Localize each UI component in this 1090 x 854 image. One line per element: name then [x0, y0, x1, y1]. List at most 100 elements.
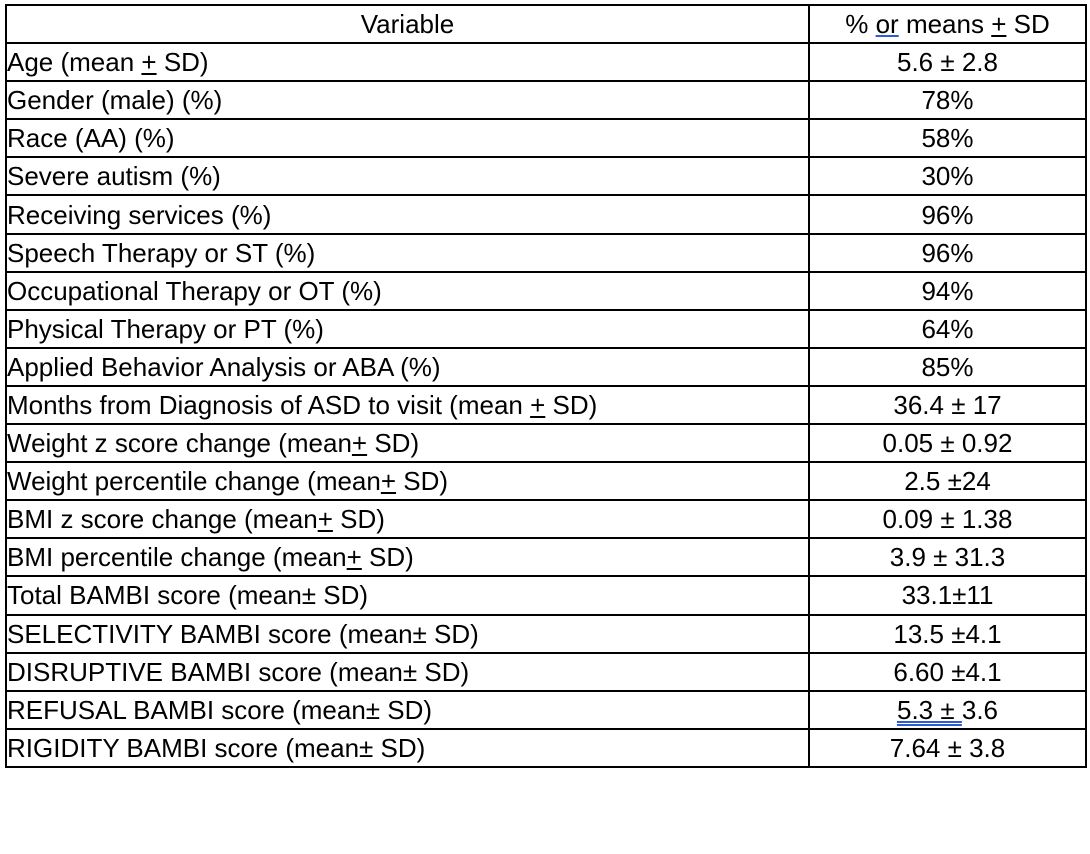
value-text: 94%: [921, 275, 974, 306]
variable-label-text: Total BAMBI score (mean± SD): [7, 580, 369, 611]
value-text: 3.9 ± 31.3: [889, 542, 1006, 573]
variable-label-text: DISRUPTIVE BAMBI score (mean± SD): [7, 656, 470, 687]
plus-minus-symbol: +: [141, 47, 157, 78]
value-text: 5.6 ± 2.8: [896, 47, 998, 78]
table-row: Severe autism (%) 30%: [5, 156, 1087, 197]
variable-cell: Applied Behavior Analysis or ABA (%): [5, 346, 810, 387]
table-row: Weight z score change (mean+ SD) 0.05 ± 0…: [5, 423, 1087, 464]
value-header-middle: means: [898, 9, 992, 40]
value-cell: 96%: [808, 232, 1087, 273]
table-row: SELECTIVITY BAMBI score (mean± SD) 13.5 ±…: [5, 613, 1087, 654]
value-cell: 7.64 ± 3.8: [808, 727, 1087, 768]
plus-minus-symbol: +: [346, 542, 362, 573]
table-row: Physical Therapy or PT (%) 64%: [5, 308, 1087, 349]
variable-cell: Severe autism (%): [5, 156, 810, 197]
table-body: Age (mean + SD) 5.6 ± 2.8 Gender (male) (%…: [5, 42, 1087, 768]
variable-label-text: Months from Diagnosis of ASD to visit (m…: [7, 389, 531, 420]
value-header-prefix: %: [845, 9, 876, 40]
variable-label-text: Applied Behavior Analysis or ABA (%): [7, 351, 441, 382]
variable-label-text: Speech Therapy or ST (%): [7, 237, 316, 268]
plus-minus-symbol: +: [317, 504, 333, 535]
value-cell: 30%: [808, 156, 1087, 197]
table-row: RIGIDITY BAMBI score (mean± SD) 7.64 ± 3.…: [5, 727, 1087, 768]
value-text: 58%: [921, 123, 974, 154]
variable-cell: Speech Therapy or ST (%): [5, 232, 810, 273]
value-text: 96%: [921, 237, 974, 268]
value-text: 64%: [921, 313, 974, 344]
variable-cell: Receiving services (%): [5, 194, 810, 235]
variable-cell: Weight percentile change (mean+ SD): [5, 461, 810, 502]
table-row: REFUSAL BAMBI score (mean± SD) 5.3 ± 3.6: [5, 689, 1087, 730]
variable-cell: Age (mean + SD): [5, 42, 810, 83]
value-cell: 78%: [808, 80, 1087, 121]
value-text: 2.5 ±24: [904, 466, 991, 497]
table-row: BMI z score change (mean+ SD) 0.09 ± 1.38: [5, 499, 1087, 540]
plus-minus-symbol: +: [380, 466, 397, 497]
table-row: Race (AA) (%) 58%: [5, 118, 1087, 159]
variable-cell: SELECTIVITY BAMBI score (mean± SD): [5, 613, 810, 654]
table-row: Occupational Therapy or OT (%) 94%: [5, 270, 1087, 311]
plus-minus-symbol: +: [530, 389, 546, 420]
variable-label-text: SD): [396, 466, 449, 497]
value-text: 36.4 ± 17: [893, 389, 1002, 420]
variable-label-text: RIGIDITY BAMBI score (mean± SD): [7, 732, 426, 763]
variable-label-text: BMI percentile change (mean: [7, 542, 347, 573]
value-cell: 0.09 ± 1.38: [808, 499, 1087, 540]
table-row: Months from Diagnosis of ASD to visit (m…: [5, 384, 1087, 426]
variable-label-text: SELECTIVITY BAMBI score (mean± SD): [7, 618, 479, 649]
value-cell: 6.60 ±4.1: [808, 651, 1087, 692]
variable-cell: Months from Diagnosis of ASD to visit (m…: [5, 384, 810, 426]
value-text: 96%: [921, 199, 974, 230]
value-header-or: or: [875, 9, 899, 40]
value-text: 0.05 ± 0.92: [882, 428, 1013, 459]
variable-label-text: SD): [367, 428, 420, 459]
variable-cell: Race (AA) (%): [5, 118, 810, 159]
variable-cell: Physical Therapy or PT (%): [5, 308, 810, 349]
variable-cell: Occupational Therapy or OT (%): [5, 270, 810, 311]
value-text: 85%: [921, 351, 974, 382]
table-row: Age (mean + SD) 5.6 ± 2.8: [5, 42, 1087, 83]
value-text: 3.6: [961, 694, 999, 725]
variable-label-text: Receiving services (%): [7, 199, 272, 230]
value-cell: 2.5 ±24: [808, 461, 1087, 502]
value-cell: 58%: [808, 118, 1087, 159]
variable-label-text: Weight percentile change (mean: [7, 466, 381, 497]
value-header-suffix: SD: [1006, 9, 1050, 40]
value-text: 5.3 ±: [896, 694, 962, 725]
table-row: DISRUPTIVE BAMBI score (mean± SD) 6.60 ±4…: [5, 651, 1087, 692]
variable-cell: Total BAMBI score (mean± SD): [5, 575, 810, 616]
summary-statistics-table: Variable % or means + SD Age (mean + SD)…: [5, 3, 1087, 768]
variable-label-text: Physical Therapy or PT (%): [7, 313, 324, 344]
variable-cell: Gender (male) (%): [5, 80, 810, 121]
table-row: Gender (male) (%) 78%: [5, 80, 1087, 121]
value-cell: 64%: [808, 308, 1087, 349]
variable-label-text: SD): [545, 389, 598, 420]
value-header-plus: +: [991, 9, 1007, 40]
variable-cell: RIGIDITY BAMBI score (mean± SD): [5, 727, 810, 768]
value-cell: 85%: [808, 346, 1087, 387]
variable-label-text: Weight z score change (mean: [7, 428, 352, 459]
variable-cell: BMI percentile change (mean+ SD): [5, 537, 810, 578]
variable-label-text: SD): [332, 504, 385, 535]
variable-label-text: SD): [361, 542, 414, 573]
variable-label-text: REFUSAL BAMBI score (mean± SD): [7, 694, 433, 725]
variable-label-text: Gender (male) (%): [7, 85, 223, 116]
variable-label-text: Severe autism (%): [7, 161, 221, 192]
variable-column-header: Variable: [5, 3, 810, 45]
value-text: 6.60 ±4.1: [893, 656, 1002, 687]
variable-cell: BMI z score change (mean+ SD): [5, 499, 810, 540]
value-text: 7.64 ± 3.8: [889, 732, 1006, 763]
table-row: Total BAMBI score (mean± SD) 33.1±11: [5, 575, 1087, 616]
value-cell: 5.6 ± 2.8: [808, 42, 1087, 83]
table-row: Receiving services (%) 96%: [5, 194, 1087, 235]
value-column-header: % or means + SD: [808, 3, 1087, 45]
variable-label-text: Age (mean: [7, 47, 142, 78]
table-row: Weight percentile change (mean+ SD) 2.5 ±…: [5, 461, 1087, 502]
value-cell: 3.9 ± 31.3: [808, 537, 1087, 578]
value-cell: 0.05 ± 0.92: [808, 423, 1087, 464]
table-header-row: Variable % or means + SD: [5, 3, 1087, 45]
variable-cell: Weight z score change (mean+ SD): [5, 423, 810, 464]
value-text: 13.5 ±4.1: [893, 618, 1002, 649]
value-text: 33.1±11: [901, 580, 994, 611]
value-cell: 36.4 ± 17: [808, 384, 1087, 426]
